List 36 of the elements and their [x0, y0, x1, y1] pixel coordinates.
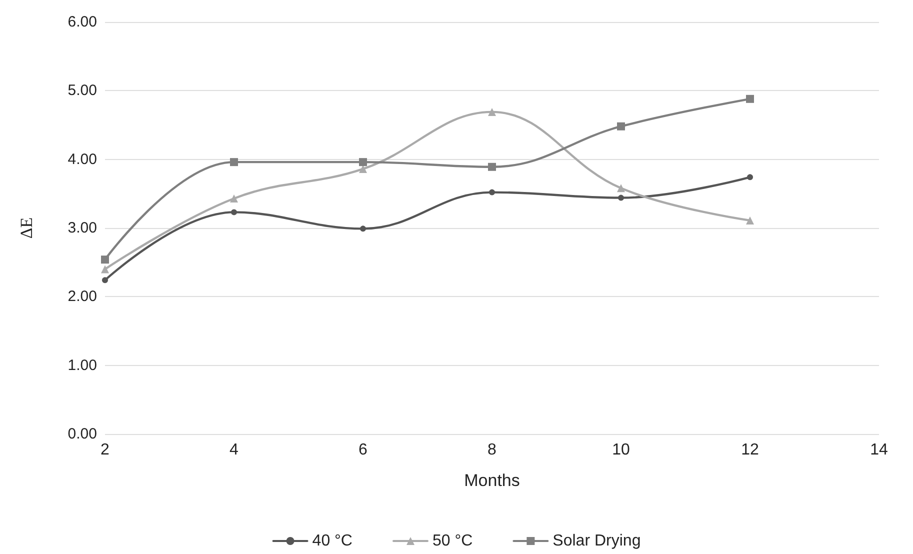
x-tick-label: 6	[358, 442, 368, 458]
point	[488, 108, 496, 116]
point	[746, 216, 754, 224]
y-tick-label: 3.00	[68, 220, 97, 236]
legend-label: 40 °C	[312, 532, 352, 550]
point	[746, 94, 754, 103]
x-tick-label: 12	[741, 442, 759, 458]
point	[359, 158, 367, 166]
point	[617, 184, 625, 192]
y-tick-label: 2.00	[68, 288, 97, 306]
x-tick-label: 10	[612, 442, 630, 458]
y-tick-label: 0.00	[68, 426, 97, 442]
x-tick-label: 8	[488, 442, 497, 458]
point	[101, 265, 109, 274]
y-axis-title: ΔE	[17, 217, 36, 239]
point	[230, 158, 238, 166]
legend-label: 50 °C	[432, 532, 473, 550]
x-tick-label: 4	[230, 442, 239, 458]
point	[489, 189, 495, 196]
point	[102, 277, 108, 284]
x-tick-label: 14	[870, 442, 888, 458]
point	[488, 162, 496, 171]
y-tick-label: 5.00	[68, 82, 97, 100]
point	[618, 194, 624, 201]
point	[747, 174, 753, 180]
x-tick-label: 2	[100, 442, 110, 458]
point	[230, 194, 238, 202]
legend-label: Solar Drying	[552, 532, 641, 550]
point	[231, 209, 237, 216]
y-tick-label: 4.00	[68, 150, 97, 168]
x-axis-title: Months	[464, 471, 520, 490]
point	[360, 226, 366, 232]
y-tick-label: 1.00	[68, 356, 97, 374]
point	[617, 122, 625, 130]
y-tick-label: 6.00	[68, 14, 97, 30]
point	[101, 256, 109, 264]
